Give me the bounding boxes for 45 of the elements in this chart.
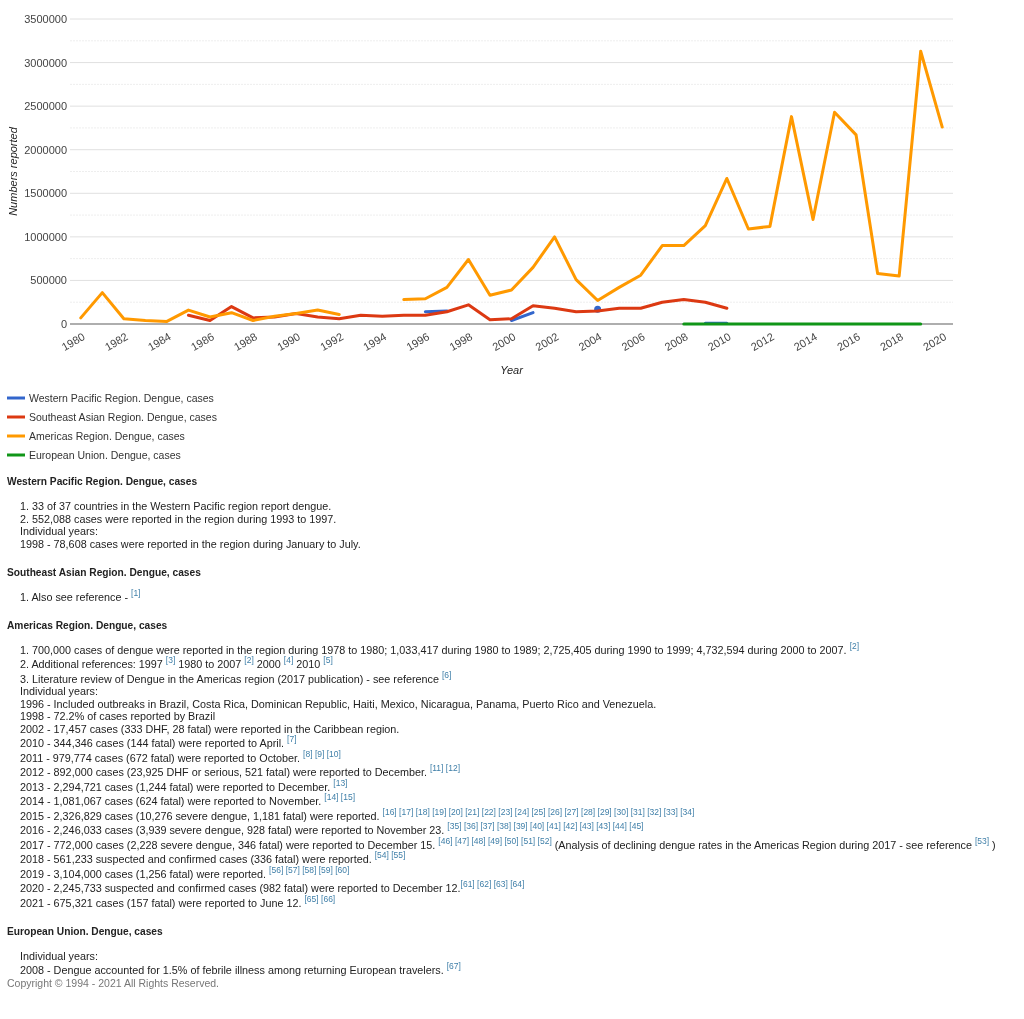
x-tick-label: 2006 (619, 330, 647, 353)
text: Copyright © 1994 - 2021 All Rights Reserved. (7, 977, 220, 989)
legend-label: Americas Region. Dengue, cases (29, 430, 185, 442)
x-tick-label: 1992 (318, 330, 346, 353)
x-tick-label: 2000 (490, 330, 518, 353)
y-tick-label: 1500000 (24, 187, 67, 200)
text: Americas Region. Dengue, cases (7, 619, 168, 631)
x-tick-label: 1988 (231, 330, 260, 353)
x-tick-label: 2004 (576, 330, 604, 353)
y-axis-title: Numbers reported (7, 126, 19, 216)
x-tick-label: 1986 (188, 330, 216, 353)
x-tick-label: 1982 (102, 330, 130, 353)
y-tick-label: 1000000 (24, 230, 67, 243)
legend-label: Western Pacific Region. Dengue, cases (29, 392, 214, 404)
x-tick-label: 2016 (834, 330, 863, 353)
x-tick-label: 2018 (877, 330, 906, 353)
x-tick-label: 1996 (404, 330, 432, 353)
y-tick-label: 3000000 (24, 56, 67, 69)
x-tick-label: 2012 (748, 330, 776, 353)
x-axis-title: Year (500, 364, 525, 376)
y-tick-label: 2000000 (24, 143, 67, 156)
x-tick-label: 1984 (145, 330, 173, 353)
x-tick-label: 2020 (921, 330, 949, 353)
text: 1. Also see reference - $^{[1]}$ (20, 587, 141, 603)
y-tick-label: 0 (60, 318, 67, 330)
x-tick-label: 1998 (447, 330, 475, 353)
y-tick-label: 2500000 (24, 100, 67, 113)
x-tick-label: 1990 (274, 330, 303, 353)
y-tick-label: 500000 (30, 274, 67, 287)
text: 1. 700,000 cases of dengue were reported in the region during 1978 to 1980; 1,033,417 during 1980 to 1989; 2,725,405 during 1990 to 1999; 4,732,594 during 2000 to 2007. $^{[2]}$ 2. Additional references: 1997 $^{[3]}$ 1980 to 2007 $^{[2]}$ 2000 $^{[4]}$ 2010 $^{[5]}$ 3. Literature review of Dengue in the Americas region (2017 publication) - see reference $^{[6]}$ Individual years: 1996 - Included outbreaks in Brazil, Costa Rica, Dominican Republic, Haiti, Mexico, Nicaragua, Panama, Puerto Rico and Venezuela. 1998 - 72.2% of cases reported by Brazil 2002 - 17,457 cases (333 DHF, 28 fatal) were reported in the Caribbean region. 2010 - 344,346 cases (144 fatal) were reported to April. $^{[7]}$ 2011 - 979,774 cases (672 fatal) were reported to October. $^{[8] [9] [10]}$ 2012 - 892,000 cases (23,925 DHF or serious, 521 fatal) were reported to December. $^{[11] [12]}$ 2013 - 2,294,721 cases (1,244 fatal) were reported to December. $^{[13]}$ 2014 - 1,081,067 cases (624 fatal) were reported to November. $^{[14] [15]}$ 2015 - 2,326,829 cases (10,276 severe dengue, 1,181 fatal) were reported. $^{[16] [17] [18] [19] [20] [21] [22] [23] [24] [25] [26] [27] [28] [29] [30] [31] [32] [33] [34]}$ 2016 - 2,246,033 cases (3,939 severe dengue, 928 fatal) were reported to November 23. $^{[35] [36] [37] [38] [39] [40] [41] [42] [43] [43] [44] [45]}$ 2017 - 772,000 cases (2,228 severe dengue, 346 fatal) were reported to December 15. $^{[46] [47] [48] [49] [50] [51] [52]}$ (Analysis of declining dengue rates in the Americas Region during 2017 - see reference $^{[53]}$ ) 2018 - 561,233 suspected and confirmed cases (336 fatal) were reported. $^{[54] [55]}$ 2019 - 3,104,000 cases (1,256 fatal) were reported. $^{[56] [57] [58] [59] [60]}$ 2020 - 2,245,733 suspected and confirmed cases (982 fatal) were reported to December 12.$^{[61] [62] [63] [64]}$ 2021 - 675,321 cases (157 fatal) were reported to June 12. $^{[65] [66]}$ (20, 640, 996, 909)
x-tick-label: 2014 (791, 330, 820, 353)
text: European Union. Dengue, cases (7, 925, 163, 937)
text: Southeast Asian Region. Dengue, cases (7, 566, 201, 578)
text: 1. 33 of 37 countries in the Western Pacific region report dengue. 2. 552,088 cases were reported in the region during 1993 to 1997. Individual years: 1998 - 78,608 cases were reported in the region during January to July. (20, 500, 361, 550)
text: Individual years: 2008 - Dengue accounted for 1.5% of febrile illness among returning European travelers. $^{[67]}$ (20, 949, 461, 976)
x-tick-label: 2010 (705, 330, 733, 353)
x-tick-label: 2008 (662, 330, 690, 353)
x-tick-label: 1980 (59, 330, 87, 353)
legend-label: Southeast Asian Region. Dengue, cases (29, 411, 217, 423)
x-tick-label: 1994 (361, 330, 389, 353)
text: Western Pacific Region. Dengue, cases (7, 476, 198, 487)
y-tick-label: 3500000 (24, 13, 67, 25)
line-series (186, 298, 729, 323)
legend-label: European Union. Dengue, cases (29, 449, 181, 461)
x-tick-label: 2002 (533, 330, 561, 353)
